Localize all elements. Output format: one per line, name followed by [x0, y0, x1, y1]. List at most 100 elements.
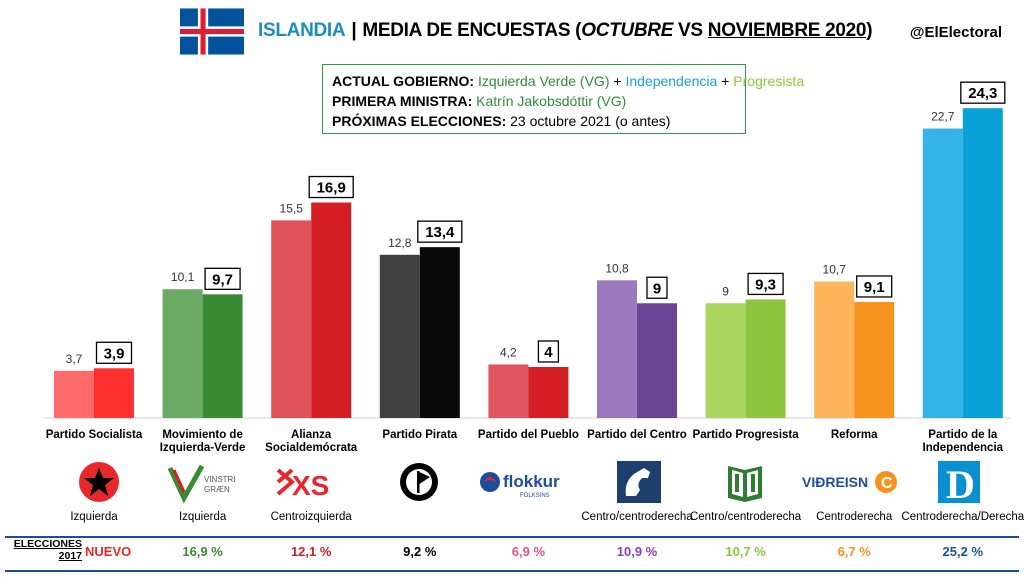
title-november: NOVIEMBRE 2020 [707, 20, 867, 41]
ideology-label: Centroderecha [816, 511, 893, 523]
vinstri-graen-logo: VINSTRI GRÆN [167, 464, 236, 504]
bar-november [94, 368, 134, 418]
party-label-line1: Partido del Pueblo [477, 429, 579, 441]
bar-november [745, 299, 786, 418]
pirate-flag-icon [400, 463, 438, 501]
value-label-october: 10,1 [171, 270, 195, 284]
value-label-november: 13,4 [425, 224, 455, 241]
government-party-independence: Independencia [625, 73, 718, 89]
party-label-line1: Alianza [291, 429, 332, 441]
bar-november [311, 202, 352, 418]
graen-text: GRÆN [204, 485, 230, 494]
value-label-october: 9 [722, 284, 729, 298]
value-label-november: 24,3 [968, 85, 997, 102]
party-label: Partido Progresista [691, 429, 801, 442]
xs-logo: XS [276, 468, 329, 501]
bar-october [814, 281, 855, 418]
bar-november [419, 247, 460, 418]
election-2017-value: 9,2 % [403, 544, 437, 559]
socialist-star-icon [79, 462, 119, 502]
party-label: Partido del Centro [582, 429, 692, 442]
value-label-november: 9,7 [212, 271, 233, 288]
elections-2017-label: ELECCIONES 2017 [10, 538, 82, 562]
election-2017-value: 25,2 % [942, 544, 984, 559]
horse-icon [617, 461, 661, 503]
plus-sign: + [717, 73, 734, 89]
party-label-line1: Partido Progresista [692, 429, 799, 441]
value-box-november [537, 340, 560, 363]
election-2017-value: 6,9 % [511, 544, 546, 559]
election-2017-value: 10,7 % [725, 544, 766, 559]
government-party-vg: Izquierda Verde (VG) [477, 73, 610, 89]
party-label: Reforma [799, 429, 909, 442]
value-label-october: 10,8 [605, 261, 629, 275]
bar-november [202, 294, 243, 418]
party-label-line2: Izquierda-Verde [159, 442, 246, 454]
elections-bottom-divider [5, 570, 1019, 572]
value-box-november [856, 275, 893, 298]
value-box-november [417, 220, 463, 243]
page-title: ISLANDIA | MEDIA DE ENCUESTAS (OCTUBRE VS … [258, 20, 873, 42]
elections-label-line2: 2017 [58, 550, 82, 562]
flokkur-folksins-logo: flokkur FÓLKSINS [480, 472, 560, 499]
independence-d-logo: D [938, 461, 980, 504]
election-2017-value: 10,9 % [616, 544, 658, 559]
bar-november [637, 303, 677, 418]
value-box-november [646, 276, 668, 299]
party-label: Movimiento de Izquierda-Verde [148, 429, 258, 455]
value-box-november [308, 175, 354, 199]
value-box-november [204, 267, 241, 290]
ideology-label: Centroderecha/Derecha [901, 511, 1024, 523]
bar-november [528, 367, 569, 418]
value-box-november [747, 272, 784, 296]
vidreisn-text: VIÐREISN [802, 474, 868, 490]
party-label-line2: Socialdemócrata [265, 442, 358, 454]
value-label-october: 12,8 [388, 236, 412, 250]
party-label-line1: Partido del Centro [587, 429, 687, 441]
d-text: D [946, 462, 975, 504]
flokkur-text: flokkur [503, 472, 560, 491]
ideology-label: Centro/centroderecha [581, 511, 693, 523]
value-label-october: 10,7 [823, 263, 847, 277]
value-label-november: 3,9 [104, 345, 125, 362]
party-label: Partido del Pueblo [473, 429, 583, 442]
value-box-november [95, 341, 133, 364]
election-2017-value: 6,7 % [837, 544, 871, 559]
government-label: ACTUAL GOBIERNO: [332, 73, 475, 89]
title-vs: VS [673, 20, 708, 41]
xs-text: XS [292, 470, 329, 501]
bar-october [162, 289, 203, 418]
iceland-flag-icon [180, 8, 244, 55]
folksins-text: FÓLKSINS [520, 492, 550, 499]
bar-october [488, 364, 529, 418]
title-part1: MEDIA DE ENCUESTAS ( [362, 20, 582, 41]
value-label-november: 16,9 [317, 180, 346, 197]
next-elections-line: PRÓXIMAS ELECCIONES: 23 octubre 2021 (o … [332, 111, 736, 131]
party-label-line1: Partido Pirata [382, 429, 458, 441]
party-label: Alianza Socialdemócrata [256, 429, 366, 455]
value-label-november: 9 [653, 280, 661, 297]
bar-october [597, 280, 637, 418]
title-country: ISLANDIA [258, 20, 346, 41]
bar-october [922, 128, 963, 418]
next-elections-value: 23 octubre 2021 (o antes) [510, 113, 671, 129]
bar-october [379, 254, 420, 418]
prime-minister-line: PRIMERA MINISTRA: Katrín Jakobsdóttir (V… [332, 91, 736, 111]
party-label-line1: Movimiento de [162, 429, 243, 441]
prime-minister-value: Katrín Jakobsdóttir (VG) [476, 93, 627, 109]
twitter-handle: @ElElectoral [909, 24, 1002, 41]
ideology-label: Izquierda [70, 511, 118, 523]
bar-october [705, 303, 746, 418]
value-label-october: 15,5 [280, 201, 304, 215]
elections-top-divider [5, 536, 1019, 538]
bar-november [962, 108, 1003, 419]
government-info-box: ACTUAL GOBIERNO: Izquierda Verde (VG) + … [322, 64, 804, 134]
value-label-november: 9,3 [755, 276, 776, 293]
government-party-progressive: Progresista [733, 73, 805, 89]
bar-october [54, 370, 94, 418]
value-label-november: 9,1 [864, 279, 885, 296]
vidreisn-logo: VIÐREISN C [802, 471, 897, 493]
party-label-line1: Reforma [830, 429, 878, 441]
plus-sign: + [609, 73, 626, 89]
